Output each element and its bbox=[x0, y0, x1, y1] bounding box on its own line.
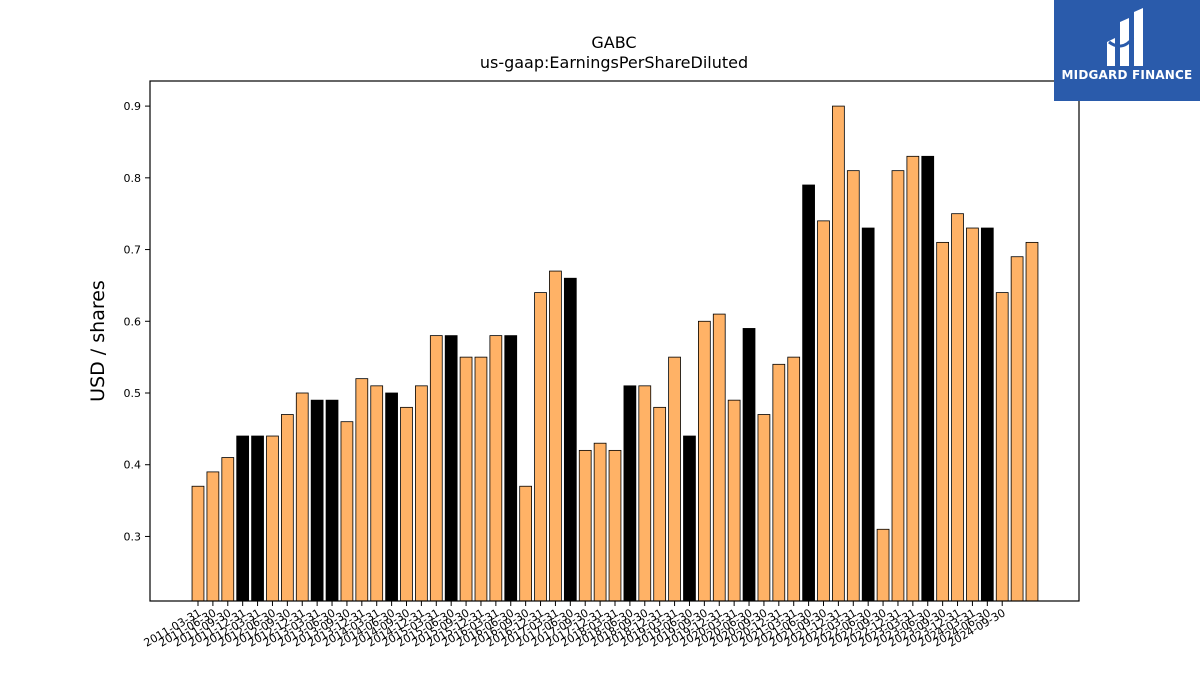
bar bbox=[474, 356, 488, 602]
bar bbox=[191, 485, 205, 602]
bar bbox=[400, 406, 413, 602]
bar bbox=[668, 356, 681, 602]
bar bbox=[712, 313, 726, 602]
bar bbox=[638, 385, 652, 602]
bar bbox=[683, 435, 696, 602]
y-tick-label: 0.3 bbox=[124, 530, 142, 543]
bar bbox=[623, 385, 637, 602]
bar bbox=[444, 335, 458, 602]
bar bbox=[787, 356, 801, 602]
bar bbox=[906, 155, 920, 602]
midgard-logo-icon bbox=[1107, 8, 1143, 66]
bar bbox=[549, 270, 562, 602]
bar bbox=[980, 227, 994, 602]
bar bbox=[891, 170, 905, 602]
y-tick-label: 0.4 bbox=[124, 459, 142, 472]
bar-series bbox=[191, 105, 1039, 602]
bar bbox=[280, 414, 294, 602]
y-axis-label: USD / shares bbox=[87, 280, 109, 402]
bar bbox=[1010, 256, 1024, 602]
bar bbox=[340, 421, 354, 602]
bar bbox=[742, 328, 756, 602]
bar bbox=[325, 399, 339, 602]
plot-frame bbox=[149, 80, 1080, 602]
bar bbox=[772, 363, 786, 602]
bar bbox=[310, 399, 324, 602]
bar bbox=[757, 414, 771, 602]
bar bbox=[236, 435, 250, 602]
bar bbox=[727, 399, 741, 602]
bar bbox=[519, 485, 533, 602]
bar bbox=[966, 227, 979, 602]
bar bbox=[251, 435, 264, 602]
y-tick-label: 0.6 bbox=[124, 315, 142, 328]
bar bbox=[653, 406, 667, 602]
bar bbox=[429, 335, 443, 602]
bar bbox=[817, 220, 830, 602]
bar bbox=[563, 277, 577, 602]
y-tick-label: 0.5 bbox=[124, 387, 142, 400]
bar bbox=[593, 442, 607, 602]
bar bbox=[459, 356, 473, 602]
bar bbox=[921, 155, 935, 602]
bar bbox=[415, 385, 428, 602]
bar bbox=[832, 105, 845, 602]
bar bbox=[951, 213, 964, 602]
y-tick-label: 0.9 bbox=[124, 100, 142, 113]
bar bbox=[861, 227, 875, 602]
bar bbox=[534, 292, 547, 602]
bar bbox=[608, 449, 622, 602]
bar bbox=[802, 184, 815, 602]
bar bbox=[936, 241, 950, 602]
bar bbox=[295, 392, 309, 602]
bar bbox=[489, 335, 503, 602]
bar bbox=[504, 335, 518, 602]
bar bbox=[876, 528, 890, 602]
x-axis-ticks: 2011-03-312011-06-302011-09-302011-12-31… bbox=[142, 601, 1008, 650]
bar bbox=[355, 378, 369, 602]
bar bbox=[698, 320, 711, 602]
y-tick-label: 0.7 bbox=[124, 244, 142, 257]
bar bbox=[370, 385, 384, 602]
bar bbox=[385, 392, 398, 602]
bar bbox=[995, 292, 1009, 602]
brand-logo: MIDGARD FINANCE bbox=[1054, 0, 1200, 101]
bar bbox=[1025, 241, 1039, 602]
bar bbox=[578, 449, 592, 602]
chart-title: GABC bbox=[591, 33, 636, 52]
brand-name: MIDGARD FINANCE bbox=[1061, 68, 1193, 82]
bar bbox=[206, 471, 220, 602]
y-axis-ticks: 0.3 0.4 0.5 0.6 0.7 0.8 0.9 bbox=[124, 100, 150, 543]
bar bbox=[846, 170, 860, 602]
chart-subtitle: us-gaap:EarningsPerShareDiluted bbox=[480, 53, 748, 72]
bar bbox=[221, 457, 235, 602]
y-tick-label: 0.8 bbox=[124, 172, 142, 185]
bar bbox=[266, 435, 279, 602]
